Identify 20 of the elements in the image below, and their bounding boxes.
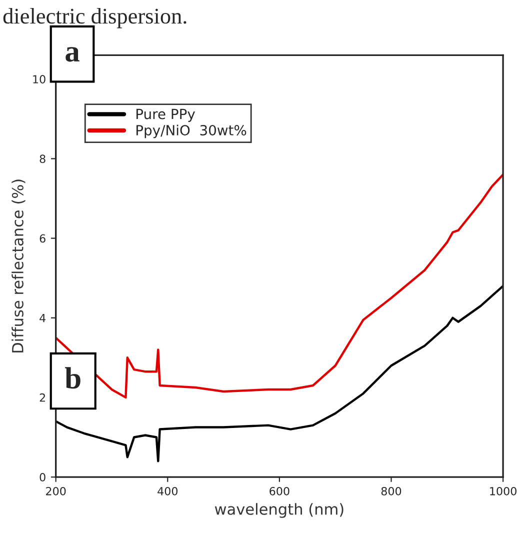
x-tick-label: 1000 — [490, 486, 516, 496]
x-tick-label: 600 — [270, 486, 290, 496]
legend-label: Ppy/NiO 30wt% — [136, 124, 246, 138]
y-tick-label: 8 — [40, 154, 46, 164]
y-tick-label: 6 — [40, 234, 46, 243]
legend-label: Pure PPy — [136, 108, 195, 122]
line-series — [56, 284, 504, 462]
x-tick-label: 400 — [158, 486, 178, 496]
line-series — [56, 173, 504, 399]
y-tick-label: 4 — [40, 314, 46, 322]
y-axis-title: Diffuse reflectance (%) — [12, 180, 26, 352]
annotation: a — [66, 47, 80, 62]
x-tick-label: 800 — [381, 486, 402, 496]
x-axis-title: wavelength (nm) — [214, 503, 344, 518]
x-tick-label: 200 — [46, 486, 66, 496]
y-tick-label: 10 — [33, 75, 46, 84]
y-tick-label: 2 — [40, 393, 45, 402]
y-tick-label: 0 — [40, 473, 46, 482]
text: dielectric dispersion. — [3, 8, 186, 28]
annotation: b — [65, 367, 80, 389]
